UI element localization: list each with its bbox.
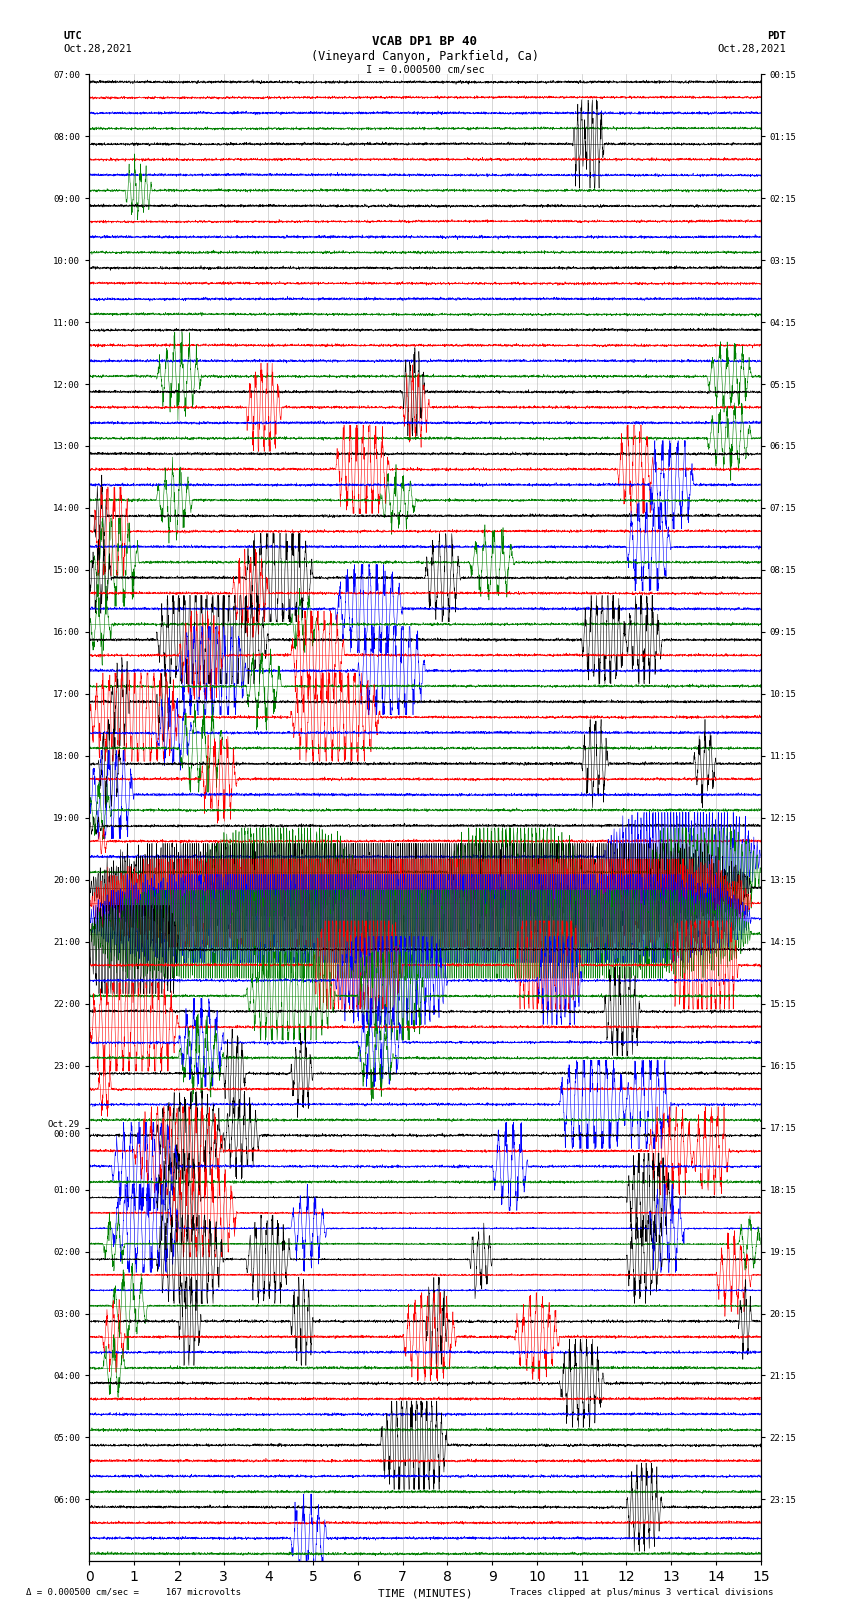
Text: Traces clipped at plus/minus 3 vertical divisions: Traces clipped at plus/minus 3 vertical … bbox=[510, 1587, 774, 1597]
Text: (Vineyard Canyon, Parkfield, Ca): (Vineyard Canyon, Parkfield, Ca) bbox=[311, 50, 539, 63]
Text: Oct.28,2021: Oct.28,2021 bbox=[717, 44, 786, 53]
Text: UTC: UTC bbox=[64, 31, 82, 40]
Text: I = 0.000500 cm/sec: I = 0.000500 cm/sec bbox=[366, 65, 484, 74]
Text: Oct.28,2021: Oct.28,2021 bbox=[64, 44, 133, 53]
Text: VCAB DP1 BP 40: VCAB DP1 BP 40 bbox=[372, 35, 478, 48]
X-axis label: TIME (MINUTES): TIME (MINUTES) bbox=[377, 1589, 473, 1598]
Text: PDT: PDT bbox=[768, 31, 786, 40]
Text: Δ = 0.000500 cm/sec =     167 microvolts: Δ = 0.000500 cm/sec = 167 microvolts bbox=[26, 1587, 241, 1597]
